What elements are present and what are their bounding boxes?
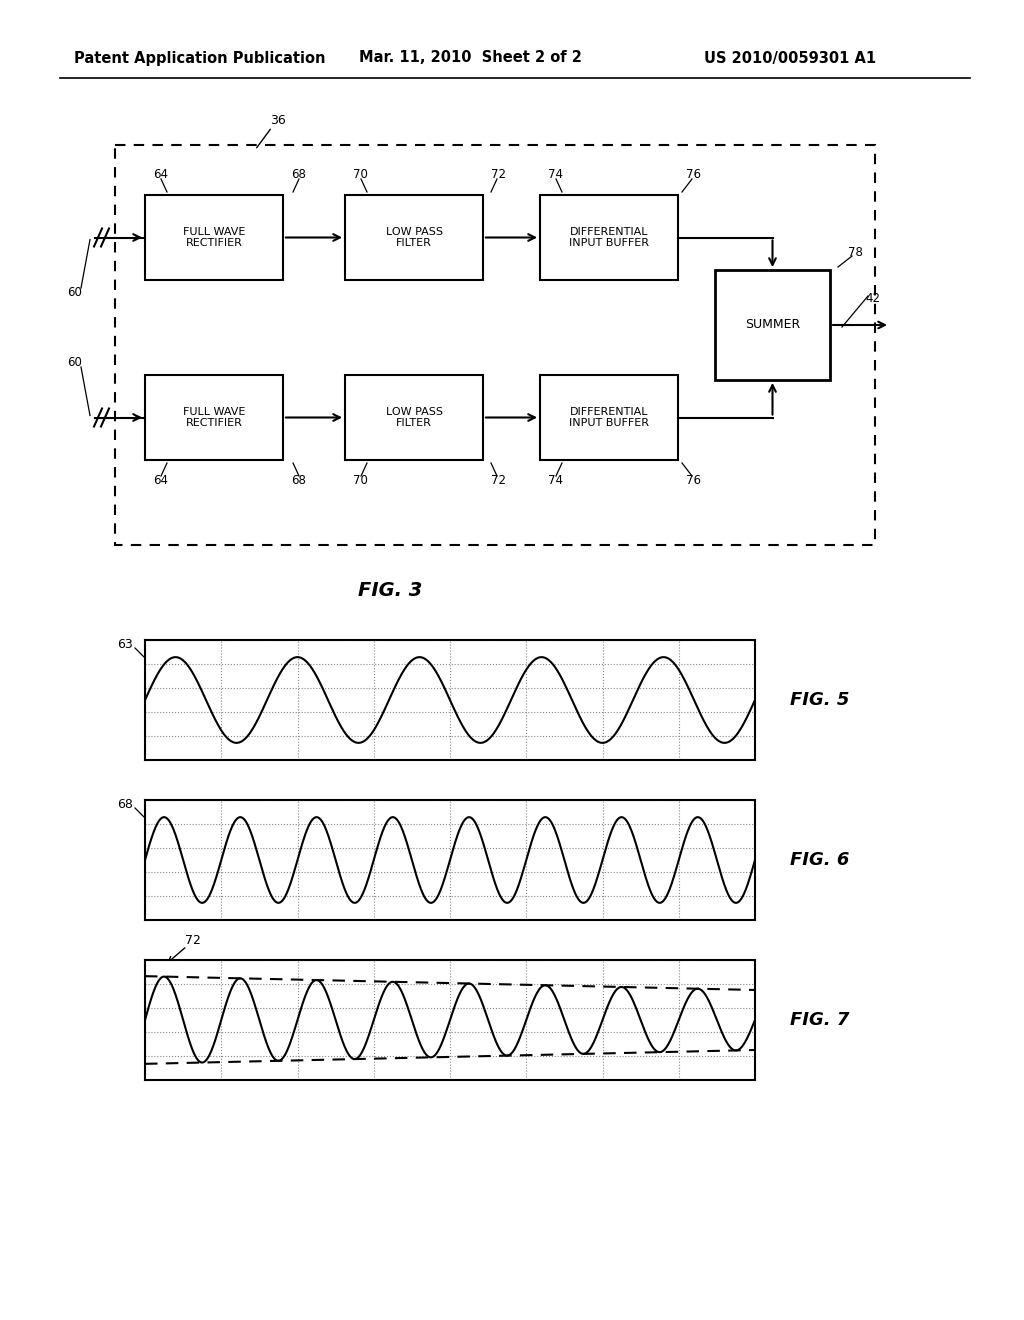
Bar bbox=[115, 145, 874, 545]
Bar bbox=[345, 375, 483, 459]
Text: 76: 76 bbox=[686, 169, 701, 181]
Text: 68: 68 bbox=[291, 474, 306, 487]
Text: 72: 72 bbox=[490, 169, 506, 181]
Text: 72: 72 bbox=[185, 933, 201, 946]
Text: DIFFERENTIAL
INPUT BUFFER: DIFFERENTIAL INPUT BUFFER bbox=[569, 407, 649, 428]
Text: Patent Application Publication: Patent Application Publication bbox=[75, 50, 326, 66]
Text: DIFFERENTIAL
INPUT BUFFER: DIFFERENTIAL INPUT BUFFER bbox=[569, 227, 649, 248]
Text: 63: 63 bbox=[118, 639, 133, 652]
Bar bbox=[540, 375, 678, 459]
Bar bbox=[145, 375, 283, 459]
Text: 72: 72 bbox=[490, 474, 506, 487]
Text: 60: 60 bbox=[68, 356, 83, 370]
Text: 70: 70 bbox=[353, 474, 368, 487]
Bar bbox=[145, 195, 283, 280]
Text: FULL WAVE
RECTIFIER: FULL WAVE RECTIFIER bbox=[183, 407, 245, 428]
Bar bbox=[540, 195, 678, 280]
Text: 64: 64 bbox=[153, 169, 168, 181]
Text: SUMMER: SUMMER bbox=[744, 318, 800, 331]
Bar bbox=[715, 271, 830, 380]
Text: Mar. 11, 2010  Sheet 2 of 2: Mar. 11, 2010 Sheet 2 of 2 bbox=[358, 50, 582, 66]
Text: FIG. 6: FIG. 6 bbox=[791, 851, 850, 869]
Text: LOW PASS
FILTER: LOW PASS FILTER bbox=[385, 227, 442, 248]
Text: FULL WAVE
RECTIFIER: FULL WAVE RECTIFIER bbox=[183, 227, 245, 248]
Text: 36: 36 bbox=[270, 114, 286, 127]
Text: 68: 68 bbox=[117, 799, 133, 812]
Text: 74: 74 bbox=[548, 474, 563, 487]
Text: 70: 70 bbox=[353, 169, 368, 181]
Text: 42: 42 bbox=[865, 292, 880, 305]
Text: US 2010/0059301 A1: US 2010/0059301 A1 bbox=[703, 50, 877, 66]
Text: FIG. 3: FIG. 3 bbox=[357, 581, 422, 599]
Text: 74: 74 bbox=[548, 169, 563, 181]
Text: 60: 60 bbox=[68, 285, 83, 298]
Text: 78: 78 bbox=[848, 246, 863, 259]
Text: FIG. 5: FIG. 5 bbox=[791, 690, 850, 709]
Text: 76: 76 bbox=[686, 474, 701, 487]
Bar bbox=[345, 195, 483, 280]
Text: FIG. 7: FIG. 7 bbox=[791, 1011, 850, 1030]
Text: 64: 64 bbox=[153, 474, 168, 487]
Text: 68: 68 bbox=[291, 169, 306, 181]
Text: LOW PASS
FILTER: LOW PASS FILTER bbox=[385, 407, 442, 428]
